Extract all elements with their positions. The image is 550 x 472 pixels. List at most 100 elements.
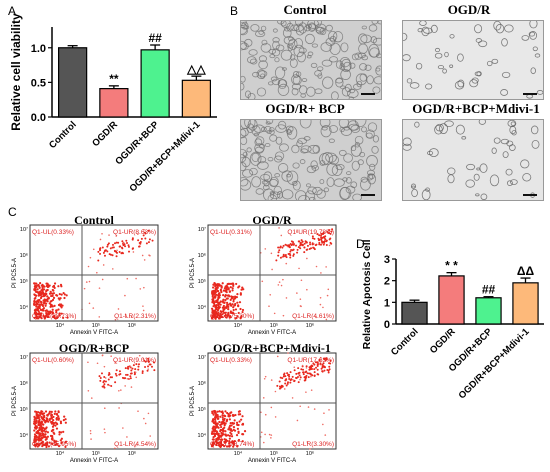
flow-event [36, 308, 39, 312]
flow-event [45, 445, 48, 449]
flow-x-tick: 10⁶ [128, 322, 136, 329]
flow-event [104, 431, 106, 434]
flow-event [39, 303, 42, 306]
quadrant-label-ul: Q1-UL(0.33%) [210, 357, 252, 364]
cell [530, 67, 536, 75]
flow-event [42, 412, 46, 415]
flow-event [51, 298, 55, 302]
flow-event [117, 241, 120, 244]
flow-event [220, 428, 224, 432]
flow-event [130, 372, 133, 375]
flow-event [226, 282, 229, 286]
cell [529, 31, 538, 40]
cell [350, 145, 357, 152]
cell [280, 21, 291, 28]
flow-x-tick: 10⁴ [234, 450, 243, 457]
cell [500, 138, 510, 145]
flow-event [274, 390, 277, 393]
flow-event [231, 289, 234, 292]
flow-event [296, 248, 299, 251]
flow-event [107, 383, 110, 386]
flow-event [210, 307, 214, 310]
flow-event [147, 368, 150, 370]
flow-event [87, 361, 89, 364]
flow-event [138, 245, 141, 248]
flow-event [44, 309, 47, 312]
flow-event [212, 442, 215, 445]
flow-event [124, 294, 126, 297]
cell [502, 151, 509, 159]
cell [359, 63, 368, 71]
flow-event [221, 414, 224, 417]
flow-event [290, 378, 293, 381]
cell [273, 185, 282, 195]
flow-event [232, 426, 236, 429]
flow-event [47, 420, 50, 423]
flow-event [210, 445, 214, 448]
flow-event [318, 234, 321, 237]
scale-bar [523, 93, 537, 95]
cell [509, 179, 518, 185]
flow-event [211, 317, 214, 320]
cell [367, 122, 378, 132]
cell [247, 92, 256, 99]
flow-event [142, 358, 145, 360]
cell [254, 138, 263, 146]
flow-event [302, 373, 305, 376]
flow-event [138, 354, 141, 357]
flow-event [129, 365, 132, 368]
flow-event [321, 363, 324, 366]
flow-event [313, 363, 316, 366]
flow-event [280, 234, 283, 237]
panel-letter-d: D [356, 237, 365, 251]
flow-event [110, 355, 112, 357]
flow-event [103, 386, 106, 389]
flow-event [215, 430, 218, 433]
flow-event [229, 286, 232, 289]
cell [454, 81, 465, 90]
flow-event [316, 373, 319, 376]
flow-event [128, 250, 131, 253]
flow-event [298, 374, 301, 377]
flow-event [143, 259, 146, 261]
flow-event [282, 278, 284, 281]
flow-event [114, 362, 116, 364]
flow-event [300, 239, 303, 242]
cell [298, 195, 310, 200]
flow-event [124, 245, 127, 248]
quadrant-label-ul: Q1-UL(0.60%) [32, 357, 74, 364]
flow-event [313, 371, 316, 374]
flow-event [289, 371, 292, 374]
cell [476, 71, 482, 77]
cell [289, 58, 298, 68]
flow-event [303, 242, 306, 245]
quadrant-label-ll: Q1-LL(88.73%) [32, 313, 76, 320]
cell [417, 28, 424, 33]
flow-event [302, 368, 305, 371]
flow-event [270, 434, 273, 436]
flow-event [43, 301, 46, 304]
flow-event [264, 375, 267, 378]
y-axis-label: Relative Apotosis Cells [361, 240, 373, 349]
cell [247, 56, 257, 64]
cell [536, 90, 543, 95]
cell [249, 58, 258, 65]
flow-event [41, 417, 45, 420]
cell [291, 144, 300, 154]
flow-event [144, 422, 147, 425]
flow-event [104, 380, 107, 383]
cell [319, 179, 325, 185]
flow-event [129, 377, 132, 380]
category-label: OGD/R [90, 119, 120, 149]
flow-event [115, 369, 118, 372]
flow-event [34, 424, 37, 428]
cell [254, 143, 265, 153]
category-label: Control [389, 326, 421, 358]
cell [293, 23, 304, 32]
flow-event [230, 435, 234, 438]
flow-event [216, 283, 220, 286]
flow-event [55, 442, 58, 446]
flow-event [216, 315, 219, 318]
flow-event [229, 302, 232, 305]
cell [260, 43, 272, 53]
